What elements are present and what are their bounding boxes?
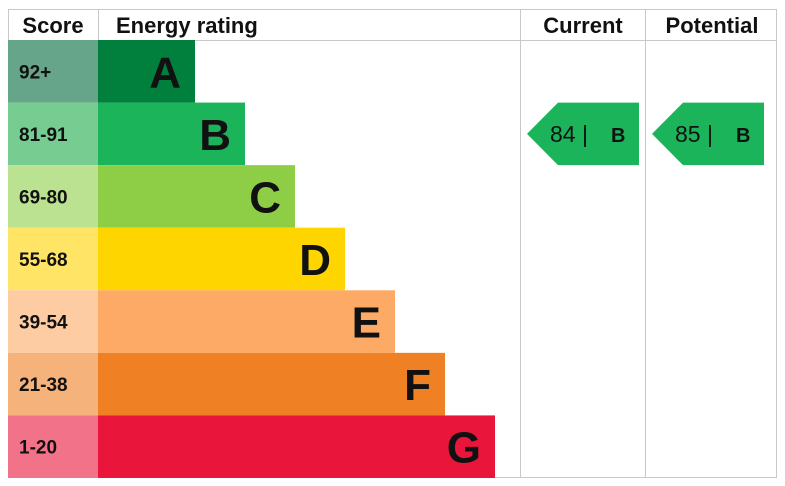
potential-band: B	[736, 125, 750, 147]
score-header: Score	[22, 13, 83, 38]
band-letter: B	[199, 111, 231, 160]
score-cell-f	[8, 352, 98, 416]
band-letter: C	[249, 173, 281, 222]
potential-rating-arrow: 85 | B	[652, 102, 764, 166]
score-range: 69-80	[19, 187, 68, 208]
potential-header: Potential	[666, 13, 759, 38]
band-bar-b	[98, 102, 245, 166]
score-cell-b	[8, 102, 98, 166]
score-range: 92+	[19, 62, 51, 83]
band-bar-a	[98, 40, 195, 103]
current-header: Current	[543, 13, 623, 38]
score-range: 1-20	[19, 438, 57, 459]
band-bar-f	[98, 352, 445, 416]
band-letter: E	[352, 299, 381, 348]
current-arrow-shape	[527, 102, 639, 166]
current-score: 84 |	[550, 121, 588, 147]
score-cell-c	[8, 165, 98, 228]
energy-rating-header: Energy rating	[116, 13, 258, 38]
band-bar-c	[98, 165, 295, 228]
score-cell-a	[8, 40, 98, 103]
score-range: 81-91	[19, 125, 68, 146]
band-bar-d	[98, 227, 345, 291]
band-letter: G	[447, 424, 481, 473]
band-bar-g	[98, 415, 495, 478]
score-range: 21-38	[19, 375, 68, 396]
potential-arrow-shape	[652, 102, 764, 166]
band-letter: F	[404, 361, 431, 410]
score-range: 55-68	[19, 250, 68, 271]
score-cell-d	[8, 227, 98, 291]
band-bar-e	[98, 290, 395, 353]
band-letter: A	[149, 48, 181, 97]
score-range: 39-54	[19, 313, 68, 334]
score-cell-e	[8, 290, 98, 353]
current-rating-arrow: 84 | B	[527, 102, 639, 166]
band-letter: D	[299, 236, 331, 285]
current-band: B	[611, 125, 625, 147]
potential-score: 85 |	[675, 121, 713, 147]
score-cell-g	[8, 415, 98, 478]
